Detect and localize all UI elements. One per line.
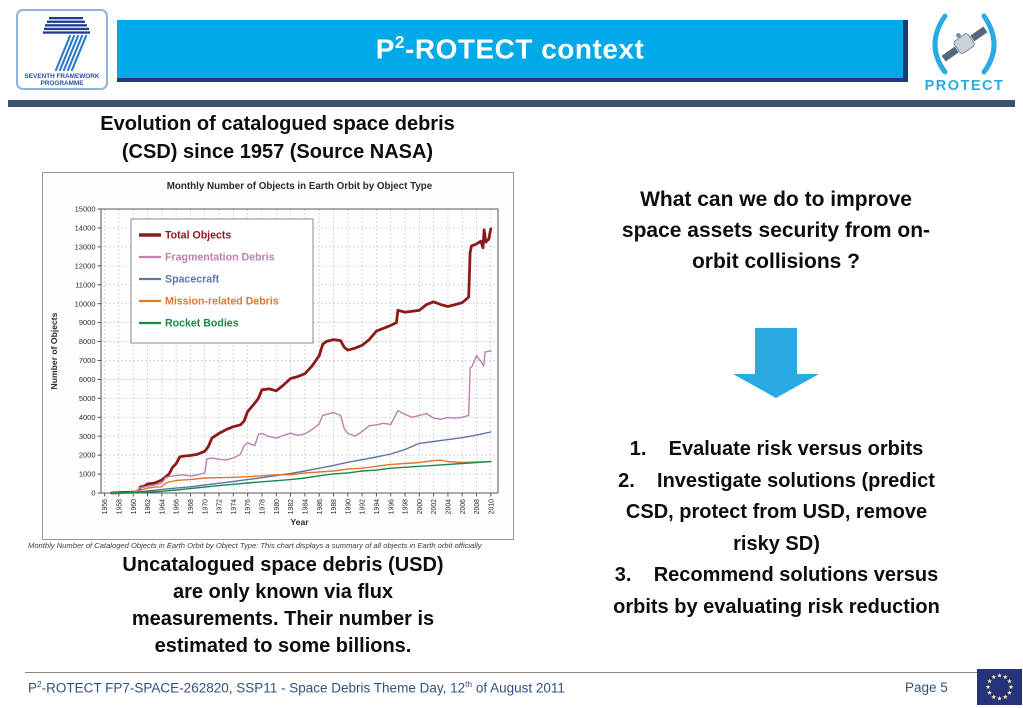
chart-caption: Monthly Number of Cataloged Objects in E… xyxy=(28,541,482,550)
svg-text:2002: 2002 xyxy=(431,499,438,514)
debris-chart: Monthly Number of Objects in Earth Orbit… xyxy=(49,181,499,527)
usd-line: are only known via flux xyxy=(172,581,394,603)
svg-text:Spacecraft: Spacecraft xyxy=(165,274,220,286)
svg-text:4000: 4000 xyxy=(79,413,96,422)
svg-text:1966: 1966 xyxy=(174,499,181,514)
fp7-label-line1: SEVENTH FRAMEWORK xyxy=(25,73,100,80)
usd-text: Uncatalogued space debris (USD) are only… xyxy=(52,552,514,660)
footer-credit: P2-ROTECT FP7-SPACE-262820, SSP11 - Spac… xyxy=(28,679,565,696)
step-line: CSD, protect from USD, remove xyxy=(625,501,928,523)
legend-entry: Mission-related Debris xyxy=(139,296,279,308)
eu-flag-icon xyxy=(977,669,1022,705)
step-line: 3. Recommend solutions versus xyxy=(614,564,939,586)
svg-text:2006: 2006 xyxy=(460,499,467,514)
svg-text:1986: 1986 xyxy=(317,499,324,514)
question-line: What can we do to improve xyxy=(640,188,912,211)
satellite-icon xyxy=(932,13,997,75)
legend-entry: Total Objects xyxy=(139,230,231,242)
footer-divider xyxy=(25,672,1002,673)
svg-text:11000: 11000 xyxy=(75,280,95,289)
step-line: 1. Evaluate risk versus orbits xyxy=(629,438,924,460)
svg-text:Fragmentation Debris: Fragmentation Debris xyxy=(165,252,275,264)
fp7-seven-icon: SEVENTH FRAMEWORK PROGRAMME xyxy=(25,17,100,87)
page-number: Page 5 xyxy=(905,680,948,695)
svg-text:1978: 1978 xyxy=(260,499,267,514)
svg-text:1960: 1960 xyxy=(131,499,138,514)
svg-text:2008: 2008 xyxy=(474,499,481,514)
svg-text:1992: 1992 xyxy=(360,499,367,514)
svg-text:9000: 9000 xyxy=(79,318,96,327)
question-line: space assets security from on- xyxy=(621,219,931,242)
svg-text:5000: 5000 xyxy=(79,394,96,403)
header-separator xyxy=(8,100,1015,107)
svg-text:1968: 1968 xyxy=(188,499,195,514)
protect-logo: PROTECT xyxy=(912,6,1017,96)
svg-text:12000: 12000 xyxy=(75,261,96,270)
svg-text:Mission-related Debris: Mission-related Debris xyxy=(165,296,279,308)
svg-text:1980: 1980 xyxy=(274,499,281,514)
svg-text:2004: 2004 xyxy=(446,499,453,514)
svg-text:1994: 1994 xyxy=(374,499,381,514)
protect-label: PROTECT xyxy=(925,78,1005,94)
svg-text:1982: 1982 xyxy=(288,499,295,514)
svg-text:Monthly Number of Objects in E: Monthly Number of Objects in Earth Orbit… xyxy=(167,181,433,192)
svg-text:1972: 1972 xyxy=(217,499,224,514)
svg-text:1984: 1984 xyxy=(302,499,309,514)
svg-text:1988: 1988 xyxy=(331,499,338,514)
fp7-label-line2: PROGRAMME xyxy=(41,80,85,87)
usd-line: estimated to some billions. xyxy=(154,635,412,657)
svg-text:14000: 14000 xyxy=(75,224,96,233)
svg-text:1976: 1976 xyxy=(245,499,252,514)
chart-box: Monthly Number of Objects in Earth Orbit… xyxy=(42,172,514,540)
svg-text:Number of Objects: Number of Objects xyxy=(49,312,59,389)
svg-text:2000: 2000 xyxy=(79,451,96,460)
fp7-logo: SEVENTH FRAMEWORK PROGRAMME xyxy=(16,9,108,90)
legend-entry: Rocket Bodies xyxy=(139,318,239,330)
csd-heading-line1: Evolution of catalogued space debris xyxy=(100,113,455,135)
csd-heading: Evolution of catalogued space debris (CS… xyxy=(40,110,515,166)
svg-text:1974: 1974 xyxy=(231,499,238,514)
svg-text:0: 0 xyxy=(91,489,95,498)
svg-text:Year: Year xyxy=(290,517,309,527)
svg-text:1970: 1970 xyxy=(202,499,209,514)
steps-list: 1. Evaluate risk versus orbits 2. Invest… xyxy=(535,434,1018,623)
svg-text:1990: 1990 xyxy=(345,499,352,514)
svg-text:1996: 1996 xyxy=(388,499,395,514)
svg-text:2010: 2010 xyxy=(488,499,495,514)
question-line: orbit collisions ? xyxy=(691,250,860,273)
question-text: What can we do to improve space assets s… xyxy=(540,184,1012,277)
down-arrow-icon xyxy=(733,328,819,398)
svg-text:10000: 10000 xyxy=(75,299,96,308)
svg-text:2000: 2000 xyxy=(417,499,424,514)
svg-text:15000: 15000 xyxy=(75,205,96,214)
svg-text:1998: 1998 xyxy=(403,499,410,514)
svg-text:Total Objects: Total Objects xyxy=(165,230,231,242)
svg-text:6000: 6000 xyxy=(79,375,96,384)
legend-entry: Spacecraft xyxy=(139,274,220,286)
svg-text:1962: 1962 xyxy=(145,499,152,514)
svg-text:3000: 3000 xyxy=(79,432,96,441)
usd-line: measurements. Their number is xyxy=(131,608,435,630)
svg-text:1956: 1956 xyxy=(102,499,109,514)
usd-line: Uncatalogued space debris (USD) xyxy=(122,554,444,576)
svg-text:1958: 1958 xyxy=(116,499,123,514)
svg-text:Rocket Bodies: Rocket Bodies xyxy=(165,318,239,330)
legend-entry: Fragmentation Debris xyxy=(139,252,275,264)
svg-text:13000: 13000 xyxy=(75,242,96,251)
svg-text:1964: 1964 xyxy=(159,499,166,514)
csd-heading-line2: (CSD) since 1957 (Source NASA) xyxy=(121,141,434,163)
svg-text:7000: 7000 xyxy=(79,356,96,365)
svg-text:1000: 1000 xyxy=(79,470,96,479)
page-title: P2-ROTECT context xyxy=(375,32,645,65)
step-line: 2. Investigate solutions (predict xyxy=(618,469,935,492)
header-banner: P2-ROTECT context xyxy=(117,20,908,82)
step-line: risky SD) xyxy=(733,532,820,555)
step-line: orbits by evaluating risk reduction xyxy=(613,595,940,618)
svg-text:8000: 8000 xyxy=(79,337,96,346)
